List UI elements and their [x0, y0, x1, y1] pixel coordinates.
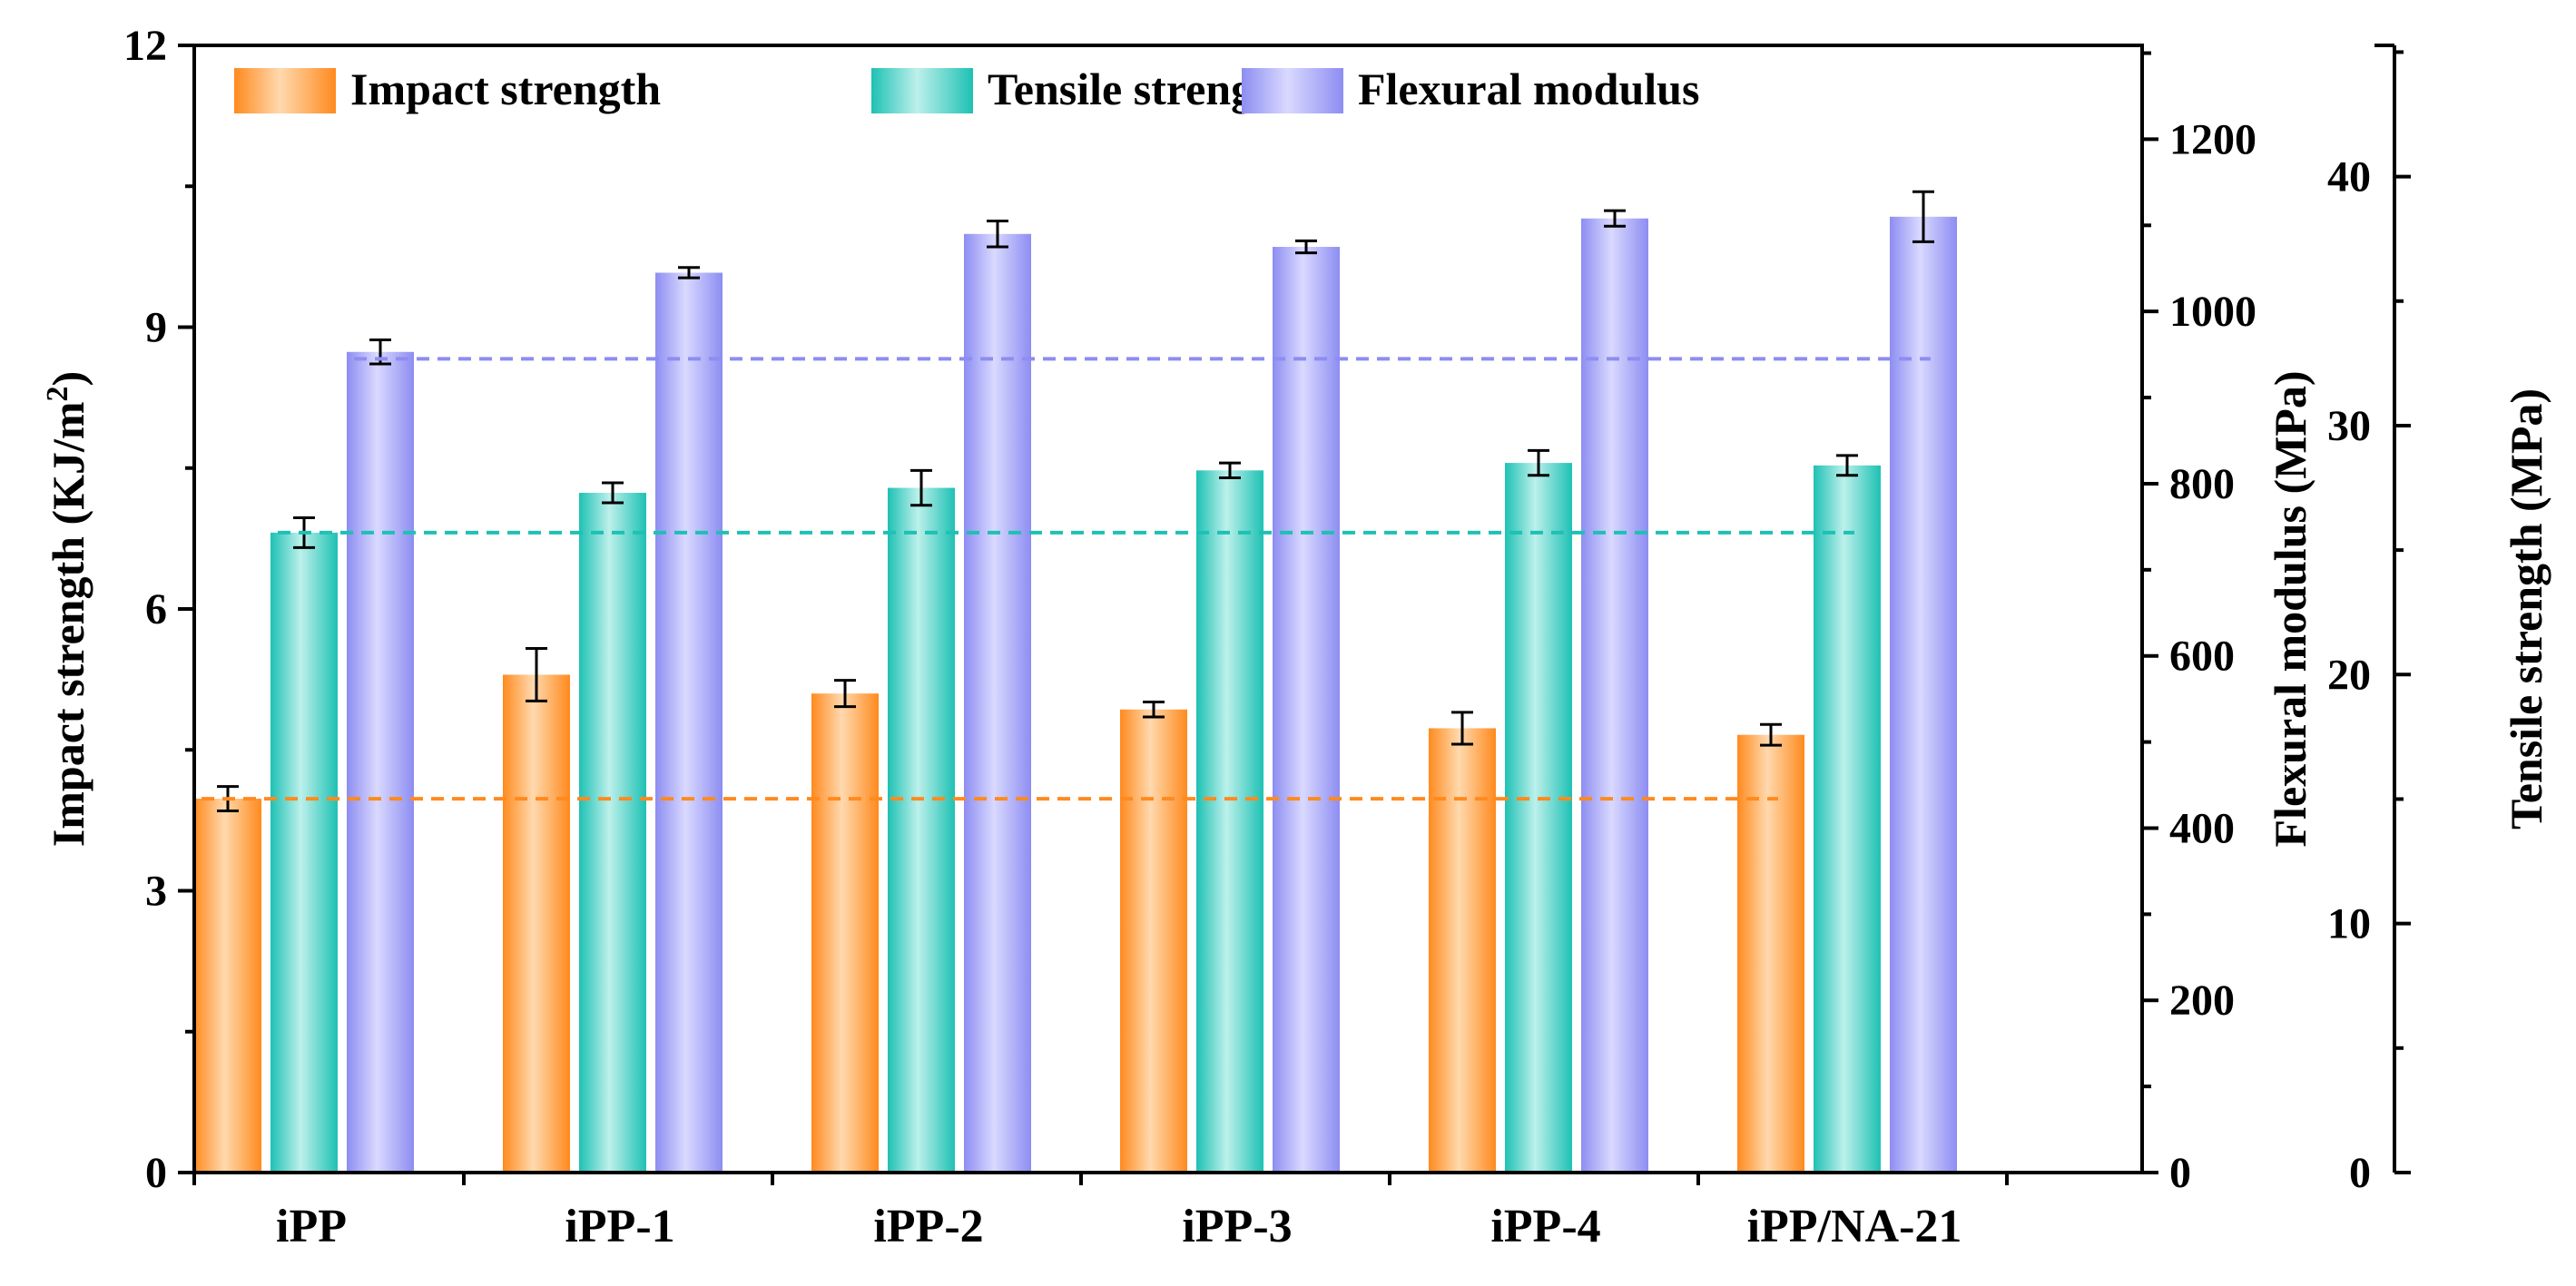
bar-tensile-strength-4: [1505, 463, 1572, 1173]
category-label-3: iPP-3: [1182, 1201, 1292, 1252]
left-axis-tick-label: 9: [145, 304, 167, 352]
bar-tensile-strength-5: [1814, 465, 1881, 1173]
flexural-axis-tick-label: 200: [2169, 977, 2235, 1025]
category-label-5: iPP/NA-21: [1747, 1201, 1962, 1252]
bar-flexural-modulus-3: [1273, 247, 1340, 1173]
bar-flexural-modulus-2: [964, 233, 1031, 1173]
flexural-axis-title: Flexural modulus (MPa): [2265, 371, 2315, 848]
bar-impact-strength-2: [811, 693, 879, 1173]
left-axis-tick-label: 3: [145, 868, 167, 916]
tensile-axis-tick-label: 40: [2327, 153, 2371, 201]
flexural-axis-tick-label: 600: [2169, 633, 2235, 681]
bar-flexural-modulus-1: [655, 272, 723, 1173]
legend-swatch-tensile-strength: [871, 68, 973, 113]
tensile-axis-tick-label: 20: [2327, 651, 2371, 699]
bar-tensile-strength-0: [270, 532, 338, 1173]
legend-label-impact-strength: Impact strength: [350, 64, 661, 114]
bar-flexural-modulus-4: [1581, 218, 1648, 1173]
bar-tensile-strength-3: [1196, 470, 1263, 1173]
bar-impact-strength-0: [194, 799, 261, 1173]
tensile-axis-tick-label: 10: [2327, 900, 2371, 948]
category-label-2: iPP-2: [873, 1201, 983, 1252]
bar-impact-strength-1: [503, 674, 570, 1173]
tensile-axis-title: Tensile strength (MPa): [2501, 388, 2551, 830]
left-axis-title: Impact strength (KJ/m2): [41, 371, 93, 847]
bar-flexural-modulus-5: [1890, 216, 1957, 1173]
category-label-4: iPP-4: [1490, 1201, 1600, 1252]
left-axis-tick-label: 0: [145, 1149, 167, 1197]
flexural-axis-tick-label: 0: [2169, 1149, 2191, 1197]
flexural-axis-tick-label: 400: [2169, 804, 2235, 852]
flexural-axis-tick-label: 800: [2169, 460, 2235, 508]
bar-impact-strength-4: [1429, 728, 1496, 1173]
left-axis-tick-label: 12: [123, 22, 167, 70]
bar-tensile-strength-1: [579, 493, 646, 1173]
bar-flexural-modulus-0: [347, 351, 414, 1173]
legend-label-flexural-modulus: Flexural modulus: [1358, 64, 1699, 114]
legend-swatch-flexural-modulus: [1242, 68, 1343, 113]
bars: [194, 190, 1957, 1173]
legend-swatch-impact-strength: [234, 68, 336, 113]
tensile-axis-tick-label: 0: [2349, 1149, 2371, 1197]
left-axis-tick-label: 6: [145, 585, 167, 633]
flexural-axis-tick-label: 1200: [2169, 115, 2256, 163]
category-label-0: iPP: [276, 1201, 347, 1252]
bar-tensile-strength-2: [888, 487, 955, 1173]
bar-impact-strength-3: [1120, 709, 1187, 1173]
flexural-axis-tick-label: 1000: [2169, 288, 2256, 336]
category-label-1: iPP-1: [565, 1201, 674, 1252]
tensile-axis-tick-label: 30: [2327, 402, 2371, 450]
bar-impact-strength-5: [1737, 734, 1804, 1173]
